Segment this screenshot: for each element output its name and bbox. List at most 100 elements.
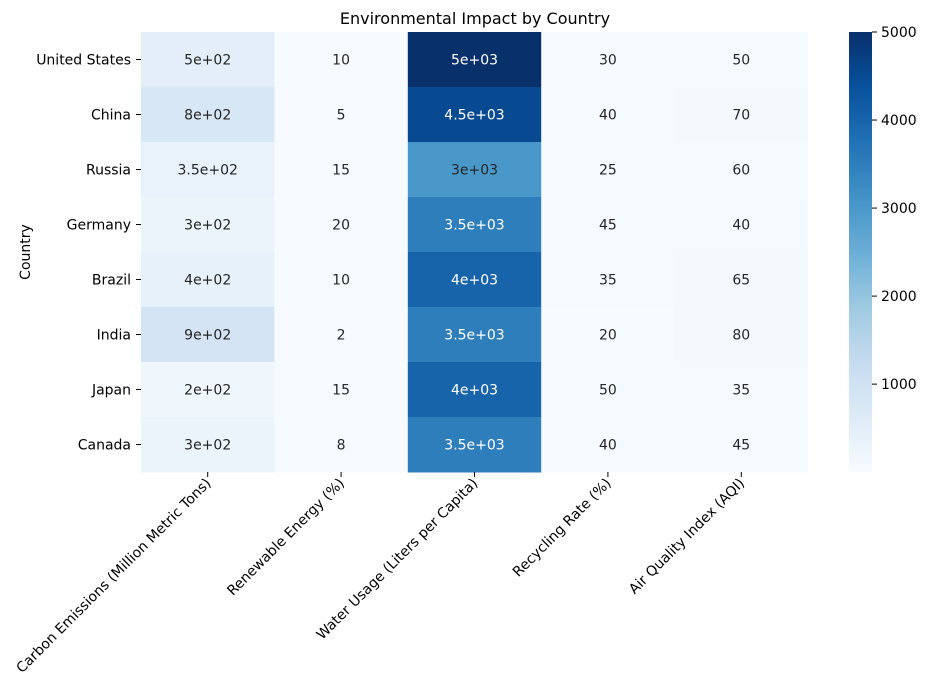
heatmap-cell [274,252,409,308]
cell-value-label: 15 [332,383,350,399]
cell-value-label: 3e+03 [451,163,498,179]
cell-value-label: 5e+02 [184,53,231,69]
cell-value-label: 30 [599,53,617,69]
cell-value-label: 50 [732,53,750,69]
x-tick-label: Renewable Energy (%) [224,476,348,600]
colorbar-tick-label: 4000 [881,113,917,129]
heatmap-cell [141,417,275,473]
cell-value-label: 40 [599,108,617,124]
heatmap-cell [274,362,409,418]
colorbar-gradient [849,32,872,472]
cell-value-label: 20 [332,218,350,234]
cell-value-label: 3.5e+03 [444,328,504,344]
cell-value-label: 35 [599,273,617,289]
heatmap-cell [274,197,409,253]
heatmap-cell [541,87,676,143]
heatmap-cell [541,32,676,88]
cell-value-label: 4e+03 [451,273,498,289]
heatmap-cell [407,417,542,473]
chart-title: Environmental Impact by Country [340,9,610,28]
heatmap-cell [407,32,542,88]
heatmap-cell [541,197,676,253]
cell-value-label: 9e+02 [184,328,231,344]
cell-value-label: 60 [732,163,750,179]
heatmap-cell [274,307,409,363]
heatmap-cell [674,307,809,363]
x-tick-label: Recycling Rate (%) [510,476,615,581]
colorbar-tick-label: 3000 [881,201,917,217]
y-tick-label: United States [36,53,131,69]
y-tick-labels: United States China Russia Germany Brazil Ind… [36,53,141,454]
x-tick-label: Air Quality Index (AQI) [626,476,748,598]
cell-value-label: 4.5e+03 [444,108,504,124]
heatmap-cell [274,87,409,143]
cell-value-label: 3.5e+03 [444,218,504,234]
cell-value-label: 15 [332,163,350,179]
y-tick-label: Germany [67,218,131,234]
y-axis-label: Country [18,224,34,280]
cell-value-label: 80 [732,328,750,344]
cell-value-label: 3.5e+03 [444,438,504,454]
heatmap-cell [274,142,409,198]
cell-value-label: 5e+03 [451,53,498,69]
cell-value-label: 2e+02 [184,383,231,399]
heatmap-cell [541,307,676,363]
cell-value-label: 3.5e+02 [177,163,237,179]
heatmap-cell [407,142,542,198]
cell-value-label: 70 [732,108,750,124]
cell-value-label: 2 [337,328,346,344]
y-tick-label: Japan [91,383,131,399]
y-tick-label: Canada [78,438,131,454]
heatmap-cell [674,197,809,253]
x-tick-labels: Carbon Emissions (Million Metric Tons) Re… [14,472,748,677]
colorbar: 1000 2000 3000 4000 5000 [849,25,917,472]
colorbar-tick-label: 1000 [881,377,917,393]
cell-value-label: 10 [332,273,350,289]
cell-value-label: 3e+02 [184,438,231,454]
y-tick-label: Brazil [92,273,131,289]
heatmap-cell [674,32,809,88]
heatmap-cell [407,197,542,253]
cell-value-label: 4e+03 [451,383,498,399]
cell-value-label: 40 [599,438,617,454]
heatmap-cell [407,307,542,363]
heatmap-cell [407,362,542,418]
colorbar-tick-label: 2000 [881,289,917,305]
heatmap-cell [274,32,409,88]
heatmap-cell [407,87,542,143]
heatmap-cells: 5e+02 10 5e+03 30 50 8e+02 5 4.5e+03 40 70 3.5e+02… [141,32,809,473]
cell-value-label: 3e+02 [184,218,231,234]
cell-value-label: 4e+02 [184,273,231,289]
heatmap-cell [141,32,275,88]
x-tick-label: Carbon Emissions (Million Metric Tons) [14,476,215,677]
heatmap-cell [141,307,275,363]
cell-value-label: 50 [599,383,617,399]
cell-value-label: 20 [599,328,617,344]
colorbar-tick-label: 5000 [881,25,917,41]
heatmap-cell [674,362,809,418]
heatmap-cell [674,87,809,143]
cell-value-label: 40 [732,218,750,234]
x-tick-label: Water Usage (Liters per Capita) [314,476,482,644]
heatmap-cell [274,417,409,473]
heatmap-cell [674,417,809,473]
heatmap-cell [141,87,275,143]
cell-value-label: 10 [332,53,350,69]
cell-value-label: 35 [732,383,750,399]
heatmap-cell [674,142,809,198]
heatmap-cell [141,197,275,253]
heatmap-cell [141,142,275,198]
cell-value-label: 8e+02 [184,108,231,124]
y-tick-label: India [97,328,131,344]
cell-value-label: 45 [599,218,617,234]
y-tick-label: Russia [86,163,131,179]
cell-value-label: 5 [337,108,346,124]
heatmap-cell [541,252,676,308]
heatmap-cell [541,417,676,473]
heatmap-cell [141,362,275,418]
heatmap-cell [407,252,542,308]
heatmap-cell [674,252,809,308]
cell-value-label: 25 [599,163,617,179]
cell-value-label: 45 [732,438,750,454]
